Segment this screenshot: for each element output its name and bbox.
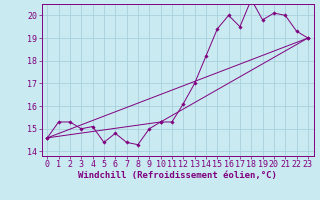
X-axis label: Windchill (Refroidissement éolien,°C): Windchill (Refroidissement éolien,°C) (78, 171, 277, 180)
